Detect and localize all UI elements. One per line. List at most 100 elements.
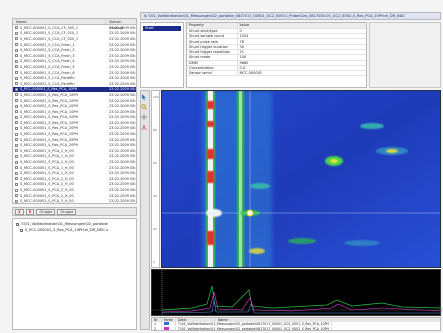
tree-item-child[interactable]: S_PCC-000001_S_Res_PCA_10PH:el_DR_NDC-s: [16, 227, 133, 233]
checkbox[interactable]: [15, 26, 18, 30]
file-date: 23.02.2009 08:4: [108, 154, 136, 159]
file-list-item[interactable]: S_PCC-000001_S_Res_PCA_10PH 23.02.2009 08…: [13, 86, 136, 93]
file-list-item[interactable]: S_MCC-000001_S_PCA_3_H_00 23.02.2009 08:4: [13, 198, 136, 203]
file-list-item[interactable]: S_MCC-000001_S_CCA_Fresh_1 23.02.2009 08:…: [13, 42, 136, 48]
tree-item-root[interactable]: T:\01_Vollfabrikation\01_Messungen\02_po…: [16, 221, 133, 227]
checkbox[interactable]: [15, 194, 18, 198]
checkbox[interactable]: [15, 138, 18, 142]
checkbox[interactable]: [15, 87, 18, 91]
file-list-item[interactable]: S_MCC-000001_S_PCA_1_H_00 23.02.2009 08:4: [13, 148, 136, 154]
file-list-item[interactable]: S_MCC-000001_S_CCA_Paraffin 23.02.2009 08…: [13, 75, 136, 81]
ims-heatmap[interactable]: [161, 90, 441, 268]
delete-button[interactable]: X: [15, 208, 24, 215]
checkbox[interactable]: [15, 71, 18, 75]
checkbox[interactable]: [15, 54, 18, 58]
checkbox[interactable]: [15, 65, 18, 69]
checkbox[interactable]: [15, 154, 18, 158]
checkbox[interactable]: [15, 110, 18, 114]
file-list-item[interactable]: S_MCC-000001_S_CCA_CF_005_1 23.02.2009 08…: [13, 25, 136, 31]
checkbox[interactable]: [15, 43, 18, 47]
refresh-button[interactable]: R: [25, 208, 35, 215]
checkbox[interactable]: [15, 126, 18, 130]
properties-table: Property Value Shunt start/type 0 Shunt sa…: [186, 22, 367, 88]
legend-row[interactable]: 1 T:\01_Vollfabrikation\01_Messungen\02_p…: [152, 322, 440, 327]
zoom-icon[interactable]: [141, 104, 147, 110]
file-list-item[interactable]: S_MCC-000001_S_PCA_1_H_00 23.02.2009 08:4: [13, 170, 136, 176]
file-list-item[interactable]: S_MCC-000001_S_PCA_1_H_00 23.02.2009 08:4: [13, 165, 136, 171]
checkbox[interactable]: [15, 99, 18, 103]
file-list-item[interactable]: S_MCC-000001_S_Res_PCA_10PH 23.02.2009 08…: [13, 92, 136, 98]
file-name: S_MCC-000001_S_Res_PCA_20PH: [20, 126, 79, 131]
property-row[interactable]: Shunt start/type 0: [187, 28, 366, 35]
file-list-item[interactable]: S_MCC-000001_S_Res_PCA_10PH 23.02.2009 08…: [13, 98, 136, 104]
group-button[interactable]: Gruppe: [36, 208, 56, 215]
file-list-item[interactable]: S_MCC-000001_S_Res_PCA_10PH 23.02.2009 08…: [13, 115, 136, 121]
property-row[interactable]: Shunt trigger duration 30: [187, 44, 366, 51]
column-header-name[interactable]: Name: [13, 19, 107, 24]
checkbox[interactable]: [15, 48, 18, 52]
file-name: S_MCC-000001_S_PCA_2_H_00: [20, 182, 74, 187]
checkbox[interactable]: [15, 143, 18, 147]
property-row[interactable]: Concentration 0.0: [187, 65, 366, 72]
property-row[interactable]: Shunt mode 100: [187, 54, 366, 61]
checkbox[interactable]: [15, 132, 18, 136]
file-list-item[interactable]: S_MCC-000001_S_PCA_2_H_00 23.02.2009 08:4: [13, 182, 136, 188]
sort-button[interactable]: Gruppe: [57, 208, 77, 215]
heatmap-canvas[interactable]: [162, 91, 441, 268]
info-item-start[interactable]: Start: [143, 26, 181, 31]
checkbox[interactable]: [15, 199, 18, 203]
spectrum-canvas[interactable]: [152, 270, 443, 317]
checkbox[interactable]: [15, 31, 18, 35]
checkbox[interactable]: [15, 104, 18, 108]
checkbox[interactable]: [15, 182, 18, 186]
file-list-item[interactable]: S_MCC-000001_S_PCA_2_H_00 23.02.2009 08:4: [13, 187, 136, 193]
cursor-icon[interactable]: [141, 94, 147, 100]
file-list-item[interactable]: S_MCC-000001_S_CCA_Fresh_4 23.02.2009 08:…: [13, 59, 136, 65]
checkbox[interactable]: [15, 82, 18, 86]
peak-icon[interactable]: [141, 124, 147, 130]
file-list-item[interactable]: S_MCC-000001_S_Res_PCA_10PH 23.02.2009 08…: [13, 109, 136, 115]
file-list-item[interactable]: S_MCC-000001_S_CCA_Fresh_3 23.02.2009 08:…: [13, 53, 136, 59]
checkbox[interactable]: [15, 115, 18, 119]
file-list-item[interactable]: S_MCC-000001_S_CCA_CF_010_1 23.02.2009 08…: [13, 31, 136, 37]
file-list-item[interactable]: S_MCC-000001_S_CCA_Fresh_6 23.02.2009 08:…: [13, 70, 136, 76]
scale-tick-label: 40: [153, 194, 157, 198]
scale-tick-label: 20: [153, 227, 157, 231]
property-value: MCC-000001: [237, 70, 366, 77]
checkbox[interactable]: [15, 166, 18, 170]
file-list-item[interactable]: S_MCC-000001_S_CCA_Fresh_2 23.02.2009 08:…: [13, 47, 136, 53]
checkbox[interactable]: [15, 37, 18, 41]
file-list-item[interactable]: S_MCC-000001_S_Res_PCA_20PH 23.02.2009 08…: [13, 131, 136, 137]
property-row[interactable]: Shunt pulse rate 78: [187, 38, 366, 45]
property-row[interactable]: DMM 9660: [187, 60, 366, 66]
file-list-item[interactable]: S_MCC-000001_S_PCA_2_H_00 23.02.2009 08:4: [13, 176, 136, 182]
file-list-item[interactable]: S_MCC-000001_S_Res_PCA_20PH 23.02.2009 08…: [13, 137, 136, 143]
legend-row[interactable]: 2 T:\01_Vollfabrikation\01_Messungen\02_p…: [152, 326, 440, 330]
file-list-item[interactable]: S_MCC-000001_S_Res_PCA_20PH 23.02.2009 08…: [13, 142, 136, 148]
checkbox[interactable]: [15, 177, 18, 181]
property-row[interactable]: Sensor serial MCC-000001: [187, 70, 366, 77]
property-row[interactable]: Shunt sample count 1024: [187, 33, 366, 40]
property-value: 0.0: [237, 65, 366, 72]
file-list-item[interactable]: S_MCC-000001_S_Res_PCA_10PH 23.02.2009 08…: [13, 103, 136, 109]
file-list-item[interactable]: S_MCC-000001_S_CCA_CF_020_1 23.02.2009 08…: [13, 36, 136, 42]
file-list-item[interactable]: S_MCC-000001_S_PCA_1_H_00 23.02.2009 08:4: [13, 154, 136, 160]
checkbox[interactable]: [15, 76, 18, 80]
file-list-item[interactable]: S_MCC-000001_S_Res_PCA_10PH 23.02.2009 08…: [13, 120, 136, 126]
spectrum-plot[interactable]: [151, 269, 443, 317]
column-header-date[interactable]: Datum erzeugt: [109, 20, 124, 30]
checkbox[interactable]: [15, 171, 18, 175]
crosshair-icon[interactable]: [141, 114, 147, 120]
checkbox[interactable]: [15, 93, 18, 97]
file-list-item[interactable]: S_MCC-000001_S_CCA_Paraffin 23.02.2009 08…: [13, 81, 136, 87]
checkbox[interactable]: [15, 160, 18, 164]
file-list-item[interactable]: S_MCC-000001_S_PCA_1_H_00 23.02.2009 08:4: [13, 159, 136, 165]
file-list-item[interactable]: S_MCC-000001_S_Res_PCA_20PH 23.02.2009 08…: [13, 126, 136, 132]
checkbox[interactable]: [15, 149, 18, 153]
checkbox[interactable]: [15, 188, 18, 192]
checkbox[interactable]: [15, 59, 18, 63]
file-list-item[interactable]: S_MCC-000001_S_PCA_2_H_00 23.02.2009 08:4: [13, 193, 136, 199]
property-row[interactable]: Shunt trigger repetition 21: [187, 49, 366, 56]
checkbox[interactable]: [15, 121, 18, 125]
file-list-item[interactable]: S_MCC-000001_S_CCA_Fresh_5 23.02.2009 08:…: [13, 64, 136, 70]
